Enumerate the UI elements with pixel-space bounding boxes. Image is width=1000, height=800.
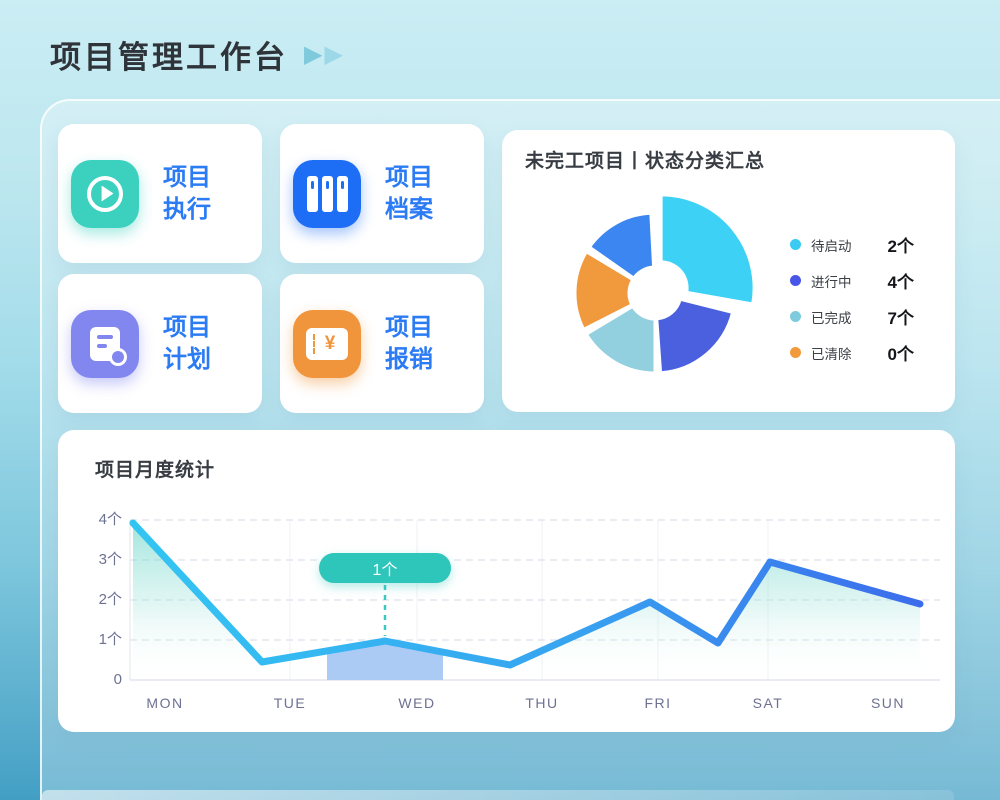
archive-icon [293, 159, 361, 228]
x-axis-label-wed: WED [398, 695, 436, 711]
chevron-right-icon: ▶ [324, 40, 343, 68]
legend-dot-icon [790, 311, 801, 322]
x-axis-label-fri: FRI [644, 695, 672, 711]
quick-action-card-plan[interactable]: 项目 计划 [58, 274, 262, 413]
status-panel-title: 未完工项目丨状态分类汇总 [525, 151, 766, 172]
donut-slice-other[interactable] [588, 211, 656, 280]
weekly-line-chart[interactable] [58, 430, 955, 732]
page-title: 项目管理工作台 [50, 40, 288, 75]
donut-slice-cleared[interactable] [573, 250, 635, 331]
legend-item-done[interactable]: 已完成 7个 [790, 306, 914, 328]
line-series[interactable] [129, 519, 924, 669]
reimburse-icon: ¥ [293, 309, 361, 378]
quick-action-card-reimbursement[interactable]: ¥ 项目 报销 [280, 274, 484, 413]
next-section-strip [42, 790, 954, 800]
legend-item-pending[interactable]: 待启动 2个 [790, 234, 914, 256]
card-label: 项目 计划 [163, 313, 211, 373]
plan-icon [71, 309, 139, 378]
x-axis-label-sat: SAT [752, 695, 784, 711]
legend-dot-icon [790, 347, 801, 358]
play-icon [71, 159, 139, 228]
page-header: 项目管理工作台 ▶ ▶ [50, 32, 343, 77]
y-axis-tick: 1个 [98, 631, 122, 648]
status-donut-chart[interactable] [545, 183, 765, 403]
donut-slice-done[interactable] [584, 304, 657, 375]
donut-slice-inprogress[interactable] [655, 297, 735, 375]
status-legend: 待启动 2个 进行中 4个 已完成 7个 已清除 0个 [790, 234, 914, 378]
donut-slice-pending[interactable] [659, 193, 756, 306]
y-axis-tick: 3个 [98, 551, 122, 568]
quick-action-card-execution[interactable]: 项目 执行 [58, 124, 262, 263]
y-axis-tick: 0 [113, 671, 122, 688]
chevron-right-icon: ▶ [304, 40, 323, 68]
highlight-band [327, 641, 443, 680]
x-axis-label-tue: TUE [273, 695, 307, 711]
y-axis-tick: 4个 [98, 511, 122, 528]
legend-dot-icon [790, 275, 801, 286]
legend-item-cleared[interactable]: 已清除 0个 [790, 342, 914, 364]
monthly-panel-title: 项目月度统计 [95, 460, 216, 481]
status-summary-panel: 未完工项目丨状态分类汇总 待启动 2个 进行中 4个 [502, 130, 955, 412]
card-label: 项目 报销 [385, 313, 433, 373]
x-axis-label-sun: SUN [870, 695, 906, 711]
chart-tooltip: 1个 [319, 553, 451, 583]
card-label: 项目 档案 [385, 163, 433, 223]
monthly-stats-panel: 项目月度统计 [58, 430, 955, 732]
title-chevrons: ▶ ▶ [304, 40, 343, 68]
x-axis-label-mon: MON [146, 695, 184, 711]
y-axis-tick: 2个 [98, 591, 122, 608]
quick-action-card-archive[interactable]: 项目 档案 [280, 124, 484, 263]
legend-item-inprogress[interactable]: 进行中 4个 [790, 270, 914, 292]
x-axis-label-thu: THU [525, 695, 559, 711]
legend-dot-icon [790, 239, 801, 250]
card-label: 项目 执行 [163, 163, 211, 223]
